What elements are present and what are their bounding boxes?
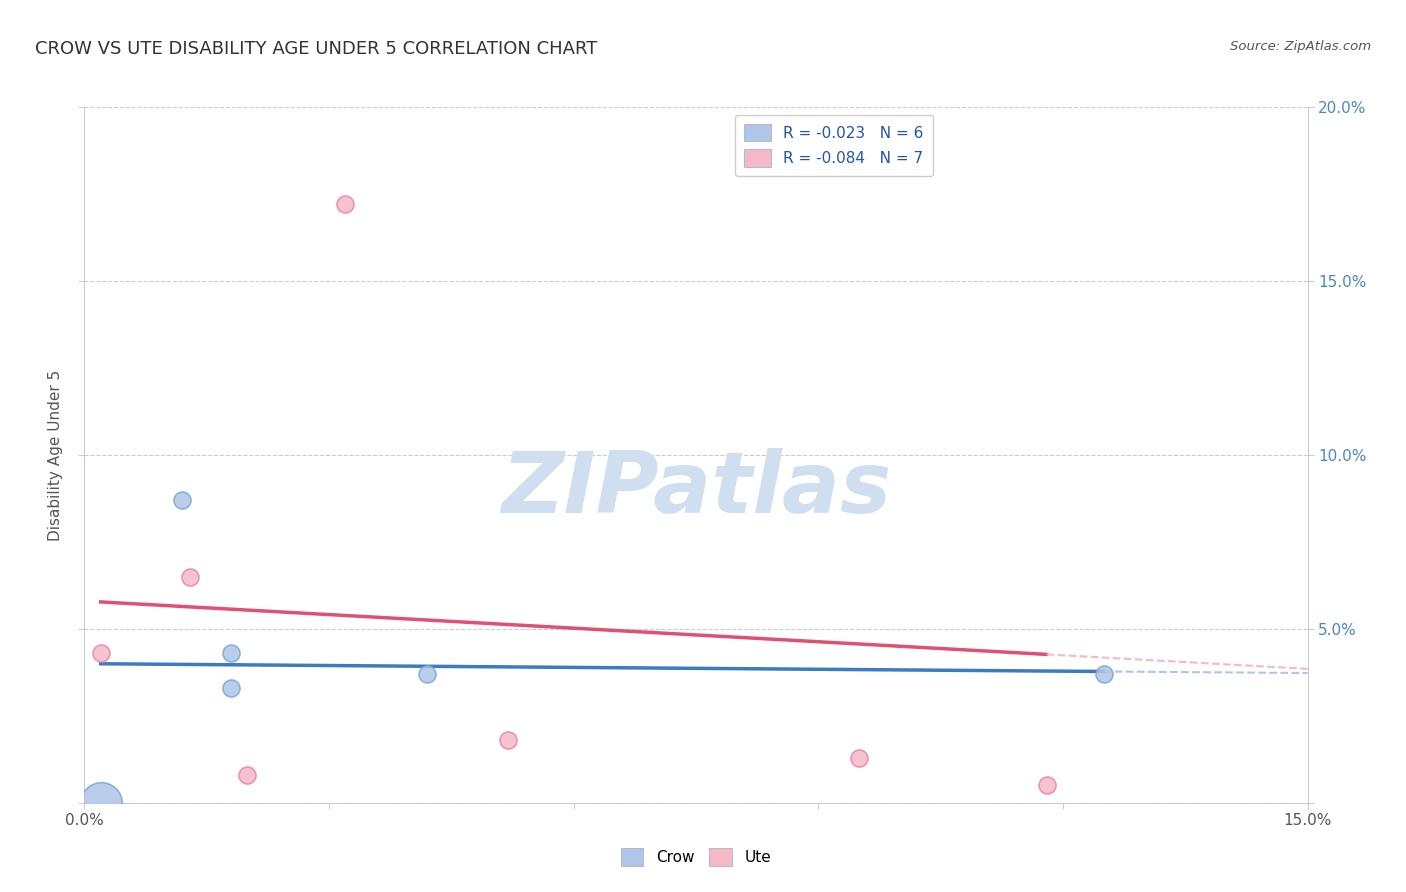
Point <box>219 681 242 695</box>
Y-axis label: Disability Age Under 5: Disability Age Under 5 <box>48 369 63 541</box>
Point <box>335 197 357 211</box>
Point <box>236 768 259 782</box>
Legend: Crow, Ute: Crow, Ute <box>614 842 778 871</box>
Point <box>1092 667 1115 681</box>
Point <box>172 493 194 508</box>
Point <box>848 750 870 764</box>
Point <box>179 570 201 584</box>
Text: Source: ZipAtlas.com: Source: ZipAtlas.com <box>1230 40 1371 54</box>
Point <box>90 646 112 660</box>
Point <box>416 667 439 681</box>
Point <box>219 646 242 660</box>
Point <box>90 796 112 810</box>
Point <box>498 733 520 747</box>
Text: CROW VS UTE DISABILITY AGE UNDER 5 CORRELATION CHART: CROW VS UTE DISABILITY AGE UNDER 5 CORRE… <box>35 40 598 58</box>
Point <box>1035 778 1057 792</box>
Text: ZIPatlas: ZIPatlas <box>501 448 891 532</box>
